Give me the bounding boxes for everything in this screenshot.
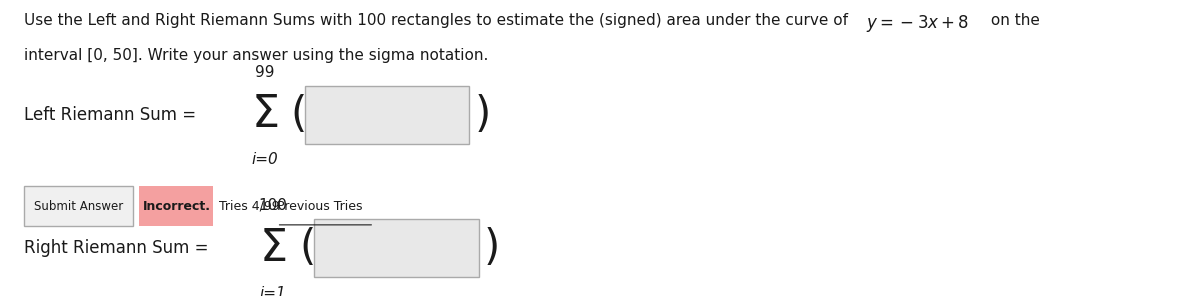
Text: Tries 4/99: Tries 4/99 xyxy=(218,200,280,213)
Text: Left Riemann Sum =: Left Riemann Sum = xyxy=(24,106,202,124)
Text: $\Sigma$: $\Sigma$ xyxy=(259,226,287,270)
Text: Right Riemann Sum =: Right Riemann Sum = xyxy=(24,239,214,257)
Text: ): ) xyxy=(474,94,491,136)
Text: Incorrect.: Incorrect. xyxy=(143,200,211,213)
Text: Use the Left and Right Riemann Sums with 100 rectangles to estimate the (signed): Use the Left and Right Riemann Sums with… xyxy=(24,13,853,28)
FancyBboxPatch shape xyxy=(305,86,469,144)
FancyBboxPatch shape xyxy=(314,219,479,277)
Text: interval [0, 50]. Write your answer using the sigma notation.: interval [0, 50]. Write your answer usin… xyxy=(24,48,488,63)
Text: ): ) xyxy=(484,227,500,269)
Text: i=1: i=1 xyxy=(259,286,287,296)
FancyBboxPatch shape xyxy=(139,186,214,226)
Text: on the: on the xyxy=(985,13,1039,28)
Text: (: ( xyxy=(290,94,307,136)
Text: Submit Answer: Submit Answer xyxy=(34,200,124,213)
Text: $y = -3x + 8$: $y = -3x + 8$ xyxy=(865,13,970,34)
FancyBboxPatch shape xyxy=(24,186,133,226)
Text: 100: 100 xyxy=(259,198,288,213)
Text: Previous Tries: Previous Tries xyxy=(277,200,362,213)
Text: i=0: i=0 xyxy=(252,152,278,167)
Text: (: ( xyxy=(299,227,316,269)
Text: $\Sigma$: $\Sigma$ xyxy=(251,93,278,136)
Text: 99: 99 xyxy=(256,65,275,80)
